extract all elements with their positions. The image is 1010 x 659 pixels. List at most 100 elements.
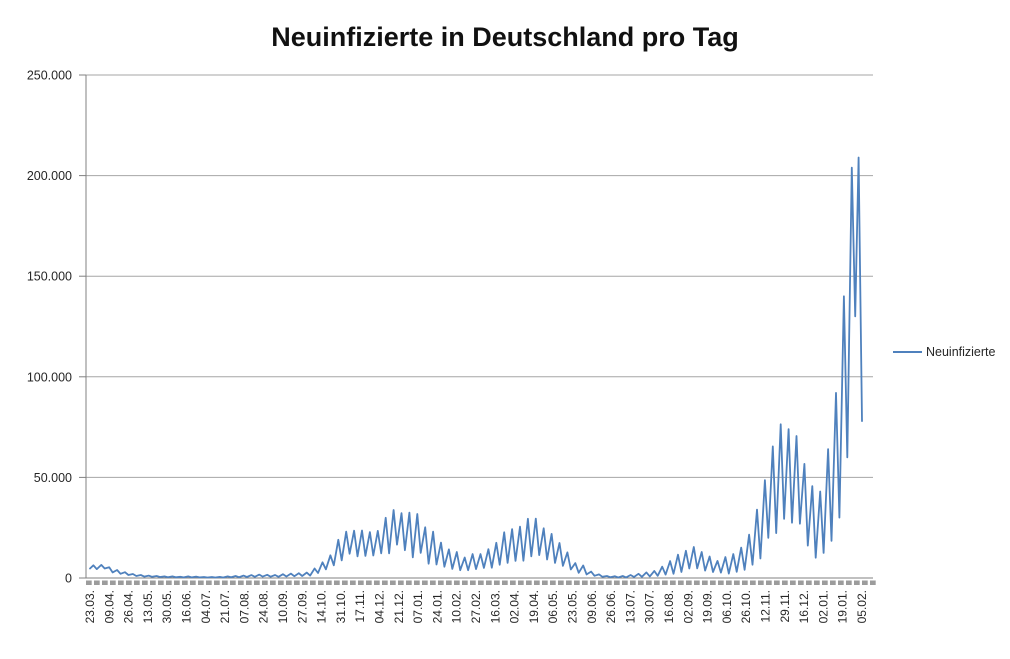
x-axis-tick-dash — [710, 580, 716, 585]
x-axis-tick-dash — [246, 580, 252, 585]
x-axis-tick-dash — [238, 580, 244, 585]
x-axis-tick-dash — [502, 580, 508, 585]
x-axis-tick-dash — [470, 580, 476, 585]
x-axis-tick-dash — [694, 580, 700, 585]
x-axis-tick-dash — [574, 580, 580, 585]
x-axis-tick-dash — [270, 580, 276, 585]
x-axis-tick-label: 06.10. — [720, 590, 734, 623]
x-axis-tick-label: 13.07. — [623, 590, 637, 623]
x-axis-tick-label: 04.07. — [199, 590, 213, 623]
x-axis-tick-dash — [478, 580, 484, 585]
x-axis-tick-label: 30.07. — [643, 590, 657, 623]
x-axis-tick-dash — [230, 580, 236, 585]
x-axis-tick-label: 02.01. — [816, 590, 830, 623]
x-axis-tick-dash — [102, 580, 108, 585]
x-axis-tick-label: 16.03. — [488, 590, 502, 623]
x-axis-tick-dash — [718, 580, 724, 585]
x-axis-tick-label: 16.08. — [662, 590, 676, 623]
x-axis-tick-dash — [606, 580, 612, 585]
x-axis-tick-dash — [110, 580, 116, 585]
chart-title: Neuinfizierte in Deutschland pro Tag — [271, 22, 739, 52]
x-axis-tick-dash — [214, 580, 220, 585]
x-axis-tick-label: 19.04. — [527, 590, 541, 623]
x-axis-tick-dash — [158, 580, 164, 585]
y-axis-tick-label: 250.000 — [27, 69, 72, 83]
x-axis-tick-dash — [702, 580, 708, 585]
x-axis-tick-label: 07.01. — [411, 590, 425, 623]
x-axis-tick-dash — [350, 580, 356, 585]
x-axis-tick-dash — [262, 580, 268, 585]
x-axis-tick-dash — [742, 580, 748, 585]
x-axis-tick-dash — [406, 580, 412, 585]
x-axis-tick-dash — [662, 580, 668, 585]
x-axis-tick-label: 24.08. — [257, 590, 271, 623]
x-axis-tick-dash — [198, 580, 204, 585]
x-axis-tick-dash — [414, 580, 420, 585]
x-axis-tick-dash — [254, 580, 260, 585]
x-axis-tick-label: 16.12. — [797, 590, 811, 623]
x-axis-tick-dash — [94, 580, 100, 585]
x-axis-tick-label: 26.04. — [122, 590, 136, 623]
x-axis-tick-dash — [222, 580, 228, 585]
x-axis-tick-dash — [518, 580, 524, 585]
x-axis-tick-dash — [846, 580, 852, 585]
x-axis-tick-dash — [422, 580, 428, 585]
x-axis-tick-dash — [734, 580, 740, 585]
x-axis-tick-dash — [398, 580, 404, 585]
x-axis-tick-dash — [654, 580, 660, 585]
x-axis-tick-label: 29.11. — [778, 590, 792, 622]
x-axis-tick-dash — [494, 580, 500, 585]
x-axis-tick-dash — [566, 580, 572, 585]
x-axis-tick-label: 06.05. — [546, 590, 560, 623]
x-axis-tick-dash — [558, 580, 564, 585]
x-axis-tick-dash — [798, 580, 804, 585]
x-axis-tick-dash — [670, 580, 676, 585]
x-axis-tick-dash — [726, 580, 732, 585]
x-axis-tick-dash — [326, 580, 332, 585]
x-axis-tick-dash — [206, 580, 212, 585]
x-axis-tick-label: 10.02. — [450, 590, 464, 623]
x-axis-tick-label: 21.07. — [218, 590, 232, 623]
y-axis-tick-label: 150.000 — [27, 270, 72, 284]
x-axis-tick-dash — [126, 580, 132, 585]
x-axis-tick-label: 09.06. — [585, 590, 599, 623]
x-axis-tick-dash — [678, 580, 684, 585]
x-axis-tick-label: 26.06. — [604, 590, 618, 623]
x-axis-tick-dash — [622, 580, 628, 585]
x-axis-tick-dash — [782, 580, 788, 585]
x-axis-tick-label: 23.05. — [566, 590, 580, 623]
x-axis-tick-dash — [750, 580, 756, 585]
x-axis-tick-dash — [550, 580, 556, 585]
x-axis-tick-label: 02.09. — [681, 590, 695, 623]
x-axis-tick-dash — [86, 580, 92, 585]
x-axis-tick-dash — [638, 580, 644, 585]
x-axis-tick-dash — [630, 580, 636, 585]
x-axis-tick-dash — [278, 580, 284, 585]
x-axis-tick-dash — [462, 580, 468, 585]
x-axis-tick-dash — [438, 580, 444, 585]
x-axis-tick-dash — [446, 580, 452, 585]
x-axis-tick-label: 12.11. — [759, 590, 773, 622]
x-axis-tick-dash — [814, 580, 820, 585]
x-axis-tick-dash — [790, 580, 796, 585]
y-axis-tick-label: 100.000 — [27, 370, 72, 384]
x-axis-tick-label: 13.05. — [141, 590, 155, 623]
x-axis-tick-dash — [590, 580, 596, 585]
x-axis-tick-dash — [758, 580, 764, 585]
x-axis-tick-label: 09.04. — [102, 590, 116, 623]
legend: Neuinfizierte — [893, 345, 995, 359]
x-axis-tick-dash — [854, 580, 860, 585]
x-axis-tick-dash — [806, 580, 812, 585]
x-axis-tick-dash — [150, 580, 156, 585]
x-axis-tick-label: 04.12. — [373, 590, 387, 623]
x-axis-tick-label: 30.05. — [160, 590, 174, 623]
x-axis-tick-label: 02.04. — [508, 590, 522, 623]
x-axis-tick-dash — [118, 580, 124, 585]
x-axis-tick-dash — [166, 580, 172, 585]
x-axis-tick-label: 17.11. — [353, 590, 367, 622]
x-axis-tick-label: 23.03. — [83, 590, 97, 623]
x-axis-tick-dash — [822, 580, 828, 585]
x-axis-tick-dash — [486, 580, 492, 585]
x-axis-tick-dash — [862, 580, 868, 585]
